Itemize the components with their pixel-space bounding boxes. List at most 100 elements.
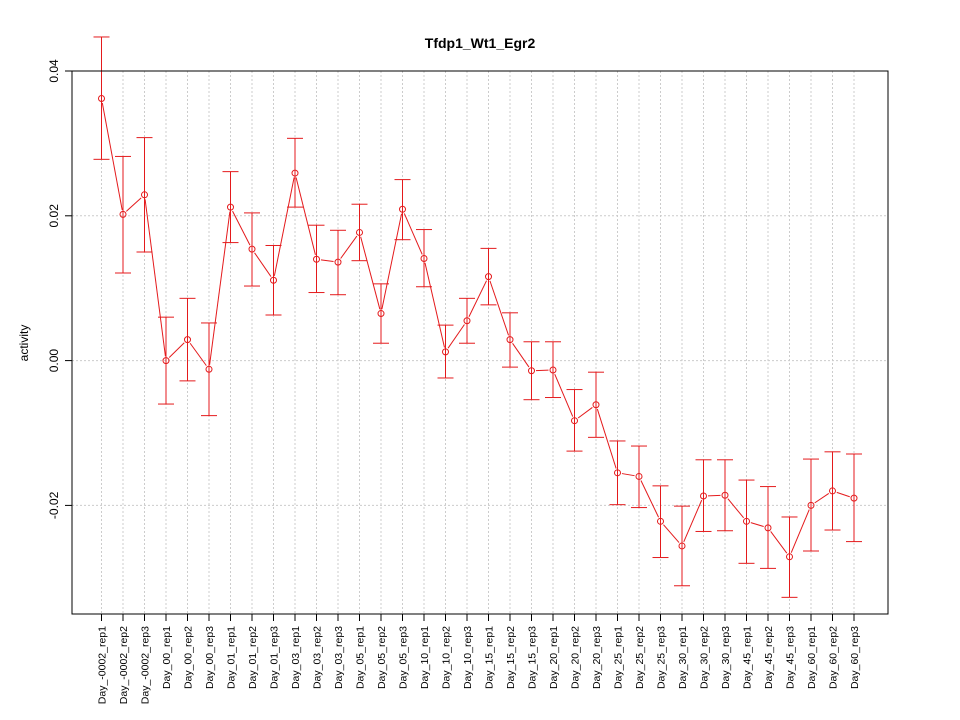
x-tick-label: Day_05_rep1 <box>355 626 367 689</box>
series-line-segment <box>168 342 185 358</box>
series-line-segment <box>403 213 423 255</box>
x-tick-label: Day_05_rep3 <box>398 626 410 689</box>
x-tick-label: Day_01_rep3 <box>269 626 281 689</box>
x-tick-label: Day_-0002_rep2 <box>118 626 130 704</box>
series-line-segment <box>577 407 593 419</box>
series-line-segment <box>836 491 850 498</box>
error-bar <box>566 389 583 452</box>
data-point <box>764 524 772 532</box>
data-point <box>334 258 342 266</box>
error-bar <box>631 445 647 509</box>
x-tick-label: Day_10_rep3 <box>462 626 474 689</box>
series-line-segment <box>554 373 574 417</box>
error-bar <box>394 179 411 241</box>
y-tick-label: 0.02 <box>47 204 61 228</box>
grid-lines <box>72 70 888 614</box>
data-point <box>98 95 105 103</box>
error-bar <box>222 171 239 244</box>
x-tick-label: Day_10_rep1 <box>419 626 431 689</box>
data-point <box>399 205 406 213</box>
error-bar <box>545 341 561 399</box>
data-point <box>291 169 299 177</box>
x-tick-label: Day_25_rep2 <box>634 626 646 689</box>
x-tick-label: Day_15_rep1 <box>484 626 496 689</box>
error-bar <box>93 36 110 160</box>
error-bar <box>846 453 862 543</box>
x-tick-label: Day_00_rep2 <box>183 626 195 689</box>
x-tick-label: Day_30_rep3 <box>720 626 732 689</box>
error-bar <box>416 229 432 288</box>
error-bar <box>287 137 303 208</box>
error-bar <box>674 505 690 587</box>
x-tick-label: Day_25_rep1 <box>613 626 625 689</box>
data-point <box>442 348 449 356</box>
series-line-segment <box>254 252 272 277</box>
error-bar <box>738 479 755 564</box>
data-point <box>227 203 234 211</box>
series-line-segment <box>790 509 810 553</box>
data-point <box>162 357 170 365</box>
series-line-segment <box>209 211 231 365</box>
data-point <box>786 553 793 561</box>
x-tick-label: Day_15_rep2 <box>505 626 517 689</box>
series-line-segment <box>144 199 166 357</box>
chart-title: Tfdp1_Wt1_Egr2 <box>425 35 536 51</box>
series-line-segment <box>663 524 680 543</box>
x-tick-label: Day_25_rep3 <box>656 626 668 689</box>
plot-frame <box>71 70 889 615</box>
error-bar <box>244 212 260 287</box>
data-point <box>420 255 428 263</box>
series-line-segment <box>512 343 530 368</box>
x-tick-label: Day_45_rep2 <box>763 626 775 689</box>
series-line-segment <box>340 235 358 259</box>
x-tick-label: Day_20_rep2 <box>570 626 582 689</box>
x-tick-label: Day_05_rep2 <box>376 626 388 689</box>
data-point <box>205 365 213 373</box>
data-point <box>377 310 385 318</box>
data-point <box>700 492 707 500</box>
data-point <box>528 367 535 375</box>
x-tick-label: Day_-0002_rep1 <box>97 626 109 704</box>
y-tick-label: 0.00 <box>47 349 61 373</box>
error-bar <box>330 229 346 296</box>
series-line-segment <box>770 531 788 554</box>
error-bar <box>351 203 368 262</box>
x-tick-label: Day_60_rep1 <box>806 626 818 689</box>
data-point <box>678 542 686 550</box>
error-bar <box>695 459 712 532</box>
series-line-segment <box>814 493 830 504</box>
series-line-segment <box>468 280 487 317</box>
data-point <box>592 401 600 409</box>
x-tick-label: Day_30_rep1 <box>677 626 689 689</box>
data-point <box>657 517 664 525</box>
series-line-segment <box>360 236 381 310</box>
data-point <box>506 336 514 344</box>
x-tick-label: Day_03_rep1 <box>290 626 302 689</box>
error-bar <box>502 312 518 368</box>
series-line-segment <box>381 213 403 310</box>
error-bar <box>201 322 217 417</box>
error-bar <box>652 485 669 559</box>
x-tick-label: Day_15_rep3 <box>527 626 539 689</box>
data-point <box>850 494 858 502</box>
x-tick-label: Day_03_rep3 <box>333 626 345 689</box>
series-line-segment <box>621 473 635 477</box>
error-bar <box>588 371 604 438</box>
x-tick-label: Day_45_rep3 <box>785 626 797 689</box>
series-line-segment <box>125 197 142 212</box>
error-bar <box>136 137 153 253</box>
x-tick-label: Day_60_rep2 <box>828 626 840 689</box>
data-point <box>614 469 621 477</box>
series-line-segment <box>424 262 445 348</box>
data-point <box>635 472 643 480</box>
error-bar <box>480 247 497 306</box>
series-activity <box>93 36 862 598</box>
data-point <box>571 417 578 425</box>
error-bar <box>523 341 540 401</box>
error-bar <box>803 458 819 552</box>
x-axis: Day_-0002_rep1 Day_-0002_rep2 Day_-0002_re… <box>97 613 861 704</box>
series-line-segment <box>683 499 703 543</box>
series-line-segment <box>320 259 334 263</box>
data-point <box>356 228 363 236</box>
